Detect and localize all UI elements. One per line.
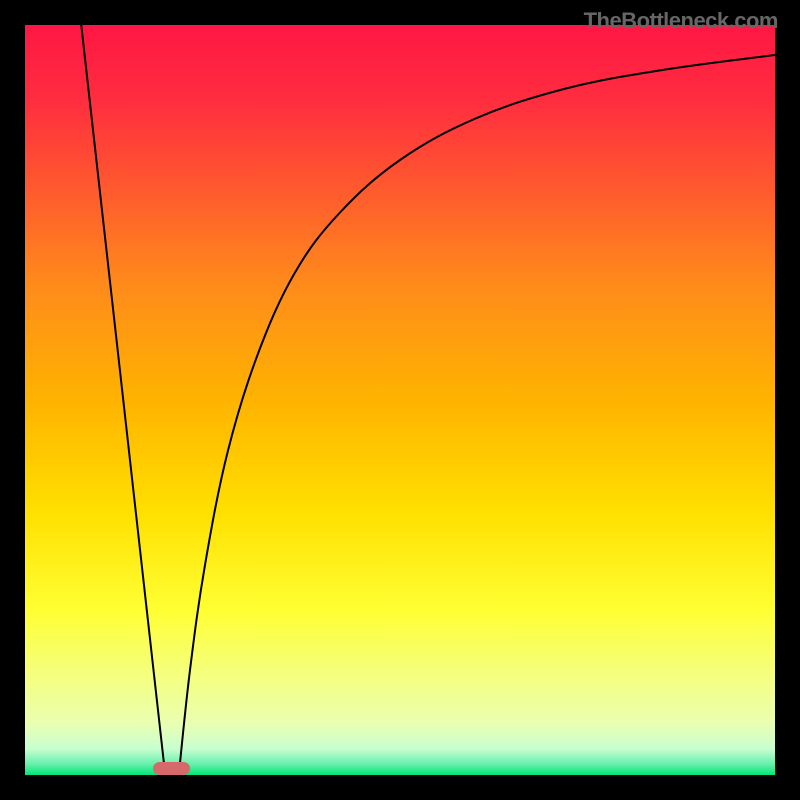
plot-area xyxy=(25,25,775,775)
chart-figure: TheBottleneck.com xyxy=(0,0,800,800)
optimal-marker xyxy=(153,762,191,776)
bottleneck-curve xyxy=(25,25,775,775)
curve-right-branch xyxy=(179,55,775,775)
curve-left-branch xyxy=(81,25,165,775)
watermark-text: TheBottleneck.com xyxy=(584,8,778,34)
